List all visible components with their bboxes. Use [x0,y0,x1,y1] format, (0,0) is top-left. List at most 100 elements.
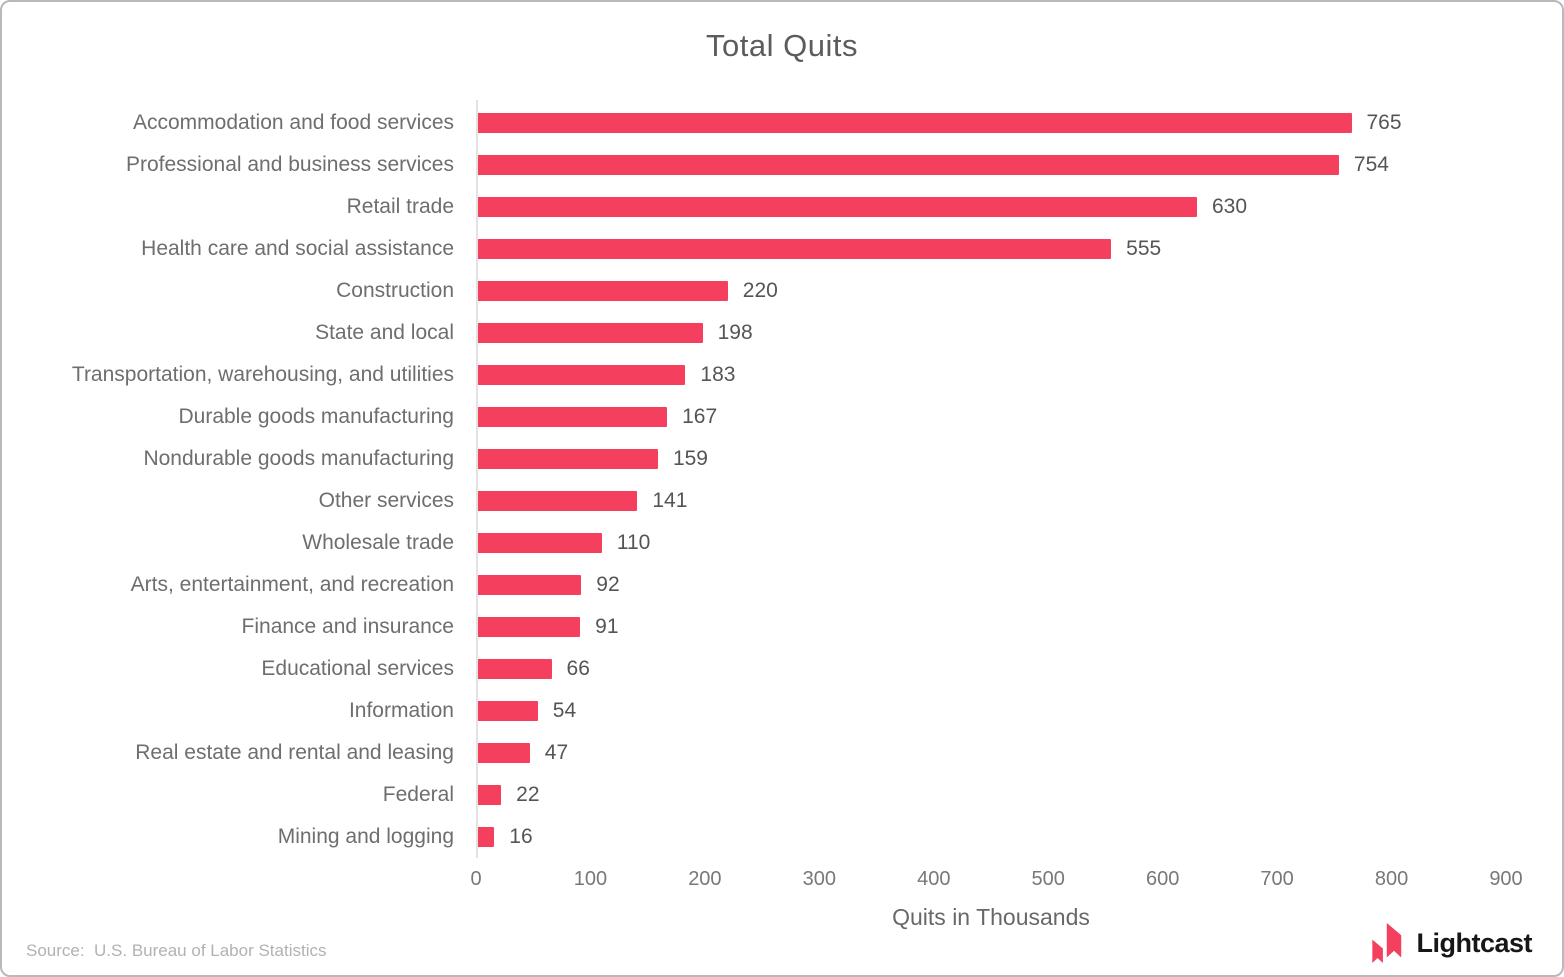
lightcast-logo: Lightcast [1371,923,1532,963]
bar [476,785,502,805]
bar-zone: 92 [476,564,1506,606]
x-tick-label: 0 [470,868,482,890]
bar-zone: 630 [476,186,1506,228]
value-label: 765 [1366,111,1402,134]
category-label: Health care and social assistance [141,237,454,260]
bar [476,827,495,847]
category-label: Durable goods manufacturing [178,405,454,428]
value-label: 22 [516,783,540,806]
value-label: 220 [742,279,778,302]
category-label: Retail trade [346,195,454,218]
bar-row: Nondurable goods manufacturing 159 [2,438,1562,480]
bar-zone: 16 [476,816,1506,858]
bar-zone: 22 [476,774,1506,816]
bar [476,197,1197,217]
bar-zone: 54 [476,690,1506,732]
category-label: Accommodation and food services [133,111,454,134]
bar-row: Educational services 66 [2,648,1562,690]
bar-row: Finance and insurance 91 [2,606,1562,648]
bar-row: Durable goods manufacturing 167 [2,396,1562,438]
value-label: 110 [616,531,651,554]
bar-row: Wholesale trade 110 [2,522,1562,564]
x-tick-label: 100 [573,868,608,890]
bar-row: Information 54 [2,690,1562,732]
value-label: 183 [700,363,736,386]
value-label: 16 [509,825,533,848]
bar-row: Mining and logging 16 [2,816,1562,858]
category-label: Information [348,699,454,722]
x-tick-label: 400 [917,868,951,890]
category-label: Wholesale trade [302,531,454,554]
source-note: Source: U.S. Bureau of Labor Statistics [26,941,327,960]
bar [476,575,582,595]
value-label: 198 [717,321,753,344]
x-tick-label: 600 [1145,868,1180,890]
category-label: Transportation, warehousing, and utiliti… [71,363,454,386]
x-tick-label: 500 [1031,868,1065,890]
bar [476,701,538,721]
bar [476,617,581,637]
bar-zone: 765 [476,102,1506,144]
category-label: Arts, entertainment, and recreation [130,573,454,596]
value-label: 141 [652,489,688,512]
category-label: Federal [382,783,454,806]
x-tick-label: 800 [1374,868,1409,890]
bar [476,323,703,343]
bar-zone: 110 [476,522,1506,564]
bar-row: Other services 141 [2,480,1562,522]
bar-row: Retail trade 630 [2,186,1562,228]
value-label: 167 [682,405,718,428]
bar-zone: 167 [476,396,1506,438]
value-label: 91 [595,615,619,638]
bar [476,449,658,469]
bar [476,407,668,427]
category-label: Mining and logging [277,825,454,848]
bar [476,659,552,679]
bar-zone: 183 [476,354,1506,396]
bar [476,491,638,511]
category-label: Educational services [261,657,454,680]
bar-row: Professional and business services 754 [2,144,1562,186]
brand-name: Lightcast [1416,927,1532,958]
bar-chart: Accommodation and food services 765 Profes… [2,100,1562,931]
value-label: 92 [596,573,620,596]
bar-zone: 141 [476,480,1506,522]
bar [476,155,1339,175]
category-label: State and local [315,321,454,344]
bar-zone: 159 [476,438,1506,480]
y-axis-line [476,100,478,858]
bar-row: Construction 220 [2,270,1562,312]
bar [476,365,686,385]
bar [476,239,1112,259]
lightcast-logo-icon [1372,923,1402,963]
bar-zone: 754 [476,144,1506,186]
bar-row: Accommodation and food services 765 [2,102,1562,144]
bar-zone: 91 [476,606,1506,648]
bar-row: Federal 22 [2,774,1562,816]
bar-zone: 220 [476,270,1506,312]
x-tick-label: 900 [1489,868,1523,890]
value-label: 630 [1212,195,1248,218]
value-label: 159 [672,447,708,470]
category-label: Finance and insurance [241,615,454,638]
bar-zone: 66 [476,648,1506,690]
value-label: 47 [544,741,569,764]
x-axis-ticks: 0 100 200 300 400 500 600 700 800 900 [470,868,1522,894]
x-tick-label: 700 [1260,868,1294,890]
value-label: 555 [1126,237,1162,260]
bar-row: Arts, entertainment, and recreation 92 [2,564,1562,606]
bar-row: Health care and social assistance 555 [2,228,1562,270]
bar-zone: 47 [476,732,1506,774]
category-label: Real estate and rental and leasing [135,741,454,764]
value-label: 54 [552,699,577,722]
category-label: Other services [318,489,454,512]
bar [476,743,530,763]
category-label: Professional and business services [125,153,454,176]
bar [476,281,728,301]
chart-title: Total Quits [706,28,858,63]
bar-row: State and local 198 [2,312,1562,354]
x-tick-label: 200 [688,868,722,890]
value-label: 66 [566,657,590,680]
x-axis-label: Quits in Thousands [892,904,1090,930]
